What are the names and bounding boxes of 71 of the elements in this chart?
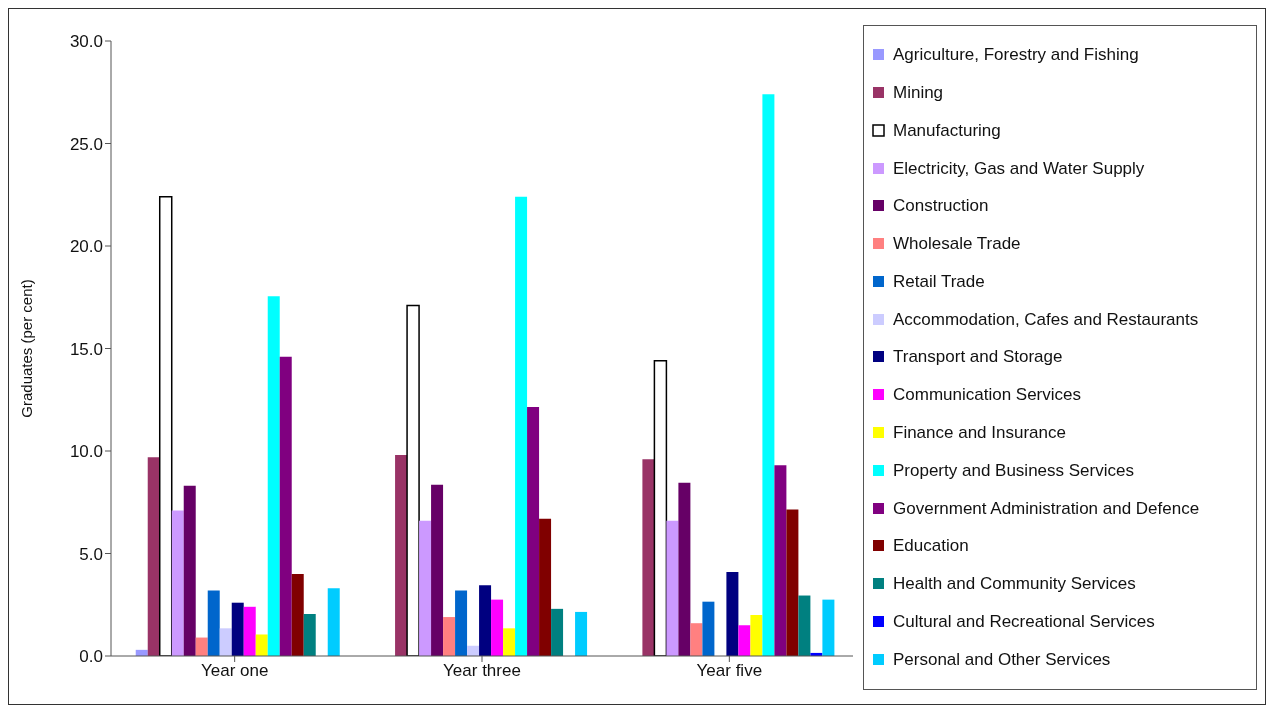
legend-label: Electricity, Gas and Water Supply	[893, 158, 1145, 179]
bar	[515, 196, 528, 656]
bar	[431, 484, 444, 656]
bar	[575, 611, 588, 656]
bar	[147, 457, 160, 656]
bar	[327, 588, 340, 656]
x-tick-label: Year one	[200, 661, 269, 681]
bar	[551, 608, 564, 656]
bar	[219, 628, 232, 656]
bar	[653, 360, 668, 656]
bar	[158, 196, 173, 656]
bar	[291, 574, 304, 656]
legend-label: Health and Community Services	[893, 574, 1136, 595]
bar	[539, 518, 552, 656]
bar	[171, 510, 184, 656]
x-tick-label: Year three	[443, 661, 521, 681]
legend-label: Personal and Other Services	[893, 649, 1111, 670]
bar	[419, 520, 432, 656]
bar	[243, 606, 256, 656]
bar	[503, 628, 516, 656]
legend-label: Manufacturing	[893, 120, 1001, 141]
legend-label: Agriculture, Forestry and Fishing	[893, 45, 1139, 66]
y-tick-label: 10.0	[69, 442, 103, 462]
bar	[195, 637, 208, 656]
bar	[455, 590, 468, 656]
bar	[479, 585, 492, 656]
y-tick-label: 20.0	[69, 237, 103, 257]
bar	[207, 590, 220, 656]
bar	[786, 509, 799, 656]
bar	[774, 465, 787, 656]
bar	[183, 485, 196, 656]
bar	[267, 296, 280, 656]
legend-label: Transport and Storage	[893, 347, 1063, 368]
bar	[690, 623, 703, 656]
bar	[279, 356, 292, 656]
bar	[303, 613, 316, 656]
bar	[395, 455, 408, 656]
y-axis-title: Graduates (per cent)	[18, 279, 36, 418]
y-tick-label: 0.0	[79, 647, 103, 667]
bar	[642, 459, 655, 656]
bar	[798, 595, 811, 656]
legend-label: Accommodation, Cafes and Restaurants	[893, 309, 1199, 330]
bar	[762, 94, 775, 656]
bar	[738, 625, 751, 656]
bar	[702, 601, 715, 656]
y-tick-label: 5.0	[79, 544, 103, 564]
legend-label: Finance and Insurance	[893, 423, 1066, 444]
legend-label: Wholesale Trade	[893, 234, 1021, 255]
y-tick-label: 25.0	[69, 134, 103, 154]
bar	[406, 304, 420, 656]
bar	[231, 602, 244, 656]
legend-label: Retail Trade	[893, 271, 985, 292]
bar	[750, 615, 763, 656]
legend-label: Cultural and Recreational Services	[893, 612, 1155, 633]
bar	[527, 406, 540, 656]
bar	[443, 617, 456, 656]
bar	[822, 599, 835, 656]
bar	[255, 634, 268, 656]
legend-label: Property and Business Services	[893, 460, 1134, 481]
bar	[491, 599, 504, 656]
legend-label: Communication Services	[893, 385, 1082, 406]
x-tick-label: Year five	[696, 661, 763, 681]
legend-label: Mining	[893, 82, 944, 103]
y-tick-label: 15.0	[69, 339, 103, 359]
bar	[678, 482, 691, 656]
y-tick-label: 30.0	[69, 32, 103, 52]
bar	[726, 571, 739, 656]
legend-label: Construction	[893, 196, 989, 217]
legend-label: Government Administration and Defence	[893, 498, 1200, 519]
legend-label: Education	[893, 536, 969, 557]
bar	[666, 520, 679, 656]
